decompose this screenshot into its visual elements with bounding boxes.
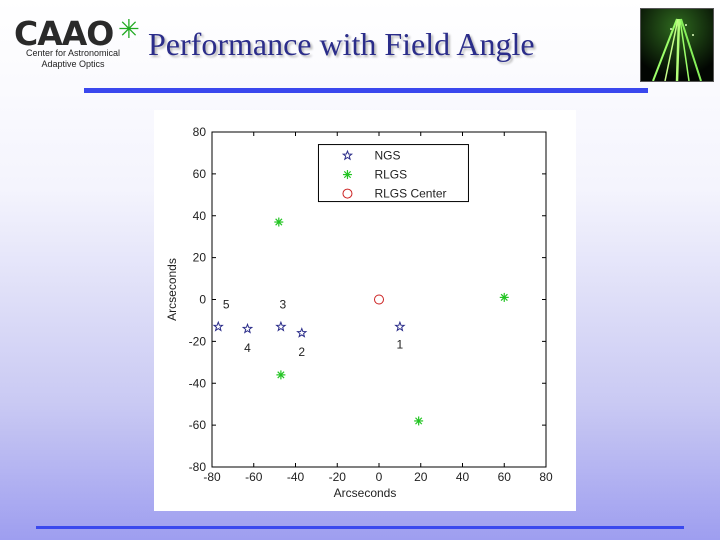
footer-rule — [36, 526, 684, 529]
legend-label-rlgs-center: RLGS Center — [374, 187, 446, 201]
y-tick-label: 40 — [193, 209, 207, 223]
rlgs-point — [276, 370, 286, 380]
caao-logo: CAAO ✳ Center for Astronomical Adaptive … — [10, 10, 140, 72]
chart-figure: -80 -60 -40 -20 0 20 40 60 80 80 60 40 20 0 -20 -40 -60 -… — [154, 110, 576, 511]
legend-marker-rlgs-center — [342, 188, 353, 199]
x-axis-label: Arcseconds — [334, 486, 397, 500]
asterisk-stroke — [500, 293, 508, 302]
ngs-point — [241, 322, 254, 334]
legend-marker-rlgs — [342, 170, 352, 180]
x-tick-label: 0 — [376, 470, 383, 484]
y-tick-label: 20 — [193, 251, 207, 265]
x-tick-label: -20 — [329, 470, 347, 484]
ngs-point-label: 2 — [298, 345, 305, 359]
ngs-point-label: 4 — [244, 341, 251, 355]
scatter-chart: -80 -60 -40 -20 0 20 40 60 80 80 60 40 20 0 -20 -40 -60 -… — [165, 125, 553, 500]
laser-beams-photo — [640, 8, 714, 82]
x-tick-label: -60 — [245, 470, 263, 484]
y-tick-label: -60 — [189, 418, 207, 432]
x-tick-label: 20 — [414, 470, 428, 484]
y-tick-label: -80 — [189, 460, 207, 474]
y-tick-label: -20 — [189, 334, 207, 348]
y-tick-label: 0 — [199, 293, 206, 307]
x-tick-label: 80 — [539, 470, 553, 484]
asterisk-stroke — [275, 218, 283, 226]
y-tick-label: -40 — [189, 376, 207, 390]
legend-label-ngs: NGS — [374, 149, 400, 163]
ngs-point-label: 3 — [280, 298, 287, 312]
asterisk-stroke — [415, 417, 423, 425]
x-tick-label: 40 — [456, 470, 470, 484]
x-tick-label: 60 — [498, 470, 512, 484]
y-axis-label: Arcseconds — [165, 258, 179, 321]
ngs-point-label: 5 — [223, 298, 230, 312]
y-tick-label: 80 — [193, 125, 207, 139]
ngs-point — [394, 320, 406, 332]
logo-subtitle-line1: Center for Astronomical — [25, 48, 121, 58]
asterisk-stroke — [343, 170, 352, 179]
y-tick-label: 60 — [193, 167, 207, 181]
slide-title: Performance with Field Angle — [148, 26, 535, 62]
rlgs-center-point — [374, 294, 384, 305]
legend-label-rlgs: RLGS — [374, 168, 407, 182]
x-tick-label: -40 — [287, 470, 305, 484]
asterisk-stroke — [277, 371, 285, 379]
logo-star-icon: ✳ — [118, 14, 140, 44]
ngs-point — [212, 320, 224, 332]
rlgs-point — [274, 217, 284, 227]
rlgs-point — [414, 416, 424, 426]
x-tick-label: -80 — [203, 470, 221, 484]
title-underline — [84, 88, 648, 93]
ngs-point — [296, 327, 308, 338]
legend-marker-ngs — [341, 149, 354, 161]
logo-wordmark: CAAO — [14, 14, 114, 53]
ngs-point-label: 1 — [397, 338, 404, 352]
logo-subtitle-line2: Adaptive Optics — [41, 59, 105, 69]
chart-legend: NGS RLGS RLGS Center — [317, 144, 469, 203]
rlgs-point — [499, 292, 509, 302]
ngs-point — [275, 320, 287, 332]
